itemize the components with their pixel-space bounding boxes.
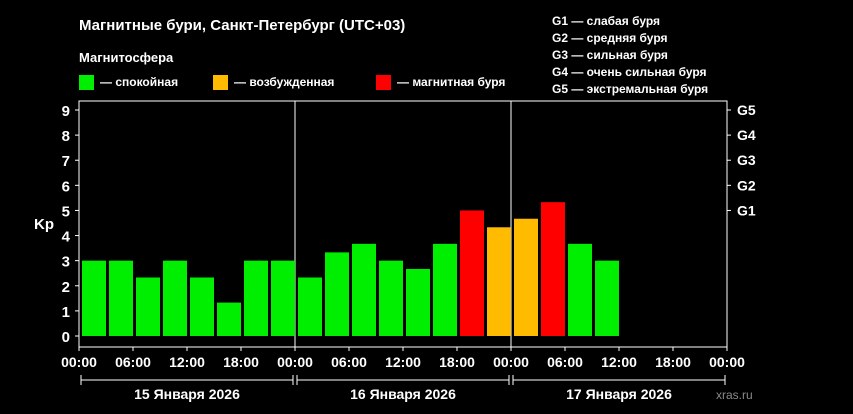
g-tick-label: G4 <box>737 127 756 143</box>
storm-level-g2: G2 — средняя буря <box>552 31 668 45</box>
legend-heading: Магнитосфера <box>79 50 174 65</box>
g-tick-label: G3 <box>737 152 756 168</box>
y-tick-label: 6 <box>62 178 70 195</box>
storm-level-g3: G3 — сильная буря <box>552 48 668 62</box>
y-tick-label: 3 <box>62 254 70 271</box>
g-tick-label: G1 <box>737 202 756 218</box>
x-tick-label: 12:00 <box>385 354 421 370</box>
legend-item-active: — возбужденная <box>213 74 334 90</box>
storm-level-g5: G5 — экстремальная буря <box>552 82 709 96</box>
kp-bar <box>298 277 322 336</box>
x-tick-label: 00:00 <box>493 354 529 370</box>
x-tick-label: 00:00 <box>709 354 745 370</box>
y-tick-label: 8 <box>62 128 70 145</box>
kp-bar <box>325 252 349 336</box>
x-tick-label: 18:00 <box>655 354 691 370</box>
x-tick-label: 06:00 <box>331 354 367 370</box>
y-tick-label: 0 <box>62 329 70 346</box>
g-tick-label: G5 <box>737 102 756 118</box>
legend-item-storm: — магнитная буря <box>376 74 505 90</box>
legend-label-quiet: — спокойная <box>100 75 179 89</box>
legend-label-storm: — магнитная буря <box>397 75 506 89</box>
kp-bar <box>352 243 376 336</box>
kp-bar <box>568 243 592 336</box>
day-label: 17 Января 2026 <box>566 386 672 402</box>
kp-bar <box>595 260 619 336</box>
y-tick-label: 1 <box>62 304 70 321</box>
x-tick-label: 18:00 <box>439 354 475 370</box>
x-tick-label: 06:00 <box>115 354 151 370</box>
kp-bar <box>433 243 457 336</box>
kp-bar <box>487 227 511 336</box>
chart-title: Магнитные бури, Санкт-Петербург (UTC+03) <box>79 17 406 34</box>
kp-bar <box>136 277 160 336</box>
kp-bar <box>190 277 214 336</box>
legend-item-quiet: — спокойная <box>79 74 178 90</box>
legend-swatch-active <box>213 74 228 90</box>
kp-bar <box>163 260 187 336</box>
y-axis-label: Kp <box>34 216 54 233</box>
legend-swatch-storm <box>376 74 391 90</box>
storm-levels-list: G1 — слабая буря G2 — средняя буря G3 — … <box>552 13 708 98</box>
y-tick-label: 7 <box>62 153 70 170</box>
x-tick-label: 06:00 <box>547 354 583 370</box>
y-tick-label: 9 <box>62 103 70 120</box>
g-tick-label: G2 <box>737 177 756 193</box>
kp-bar <box>244 260 268 336</box>
kp-bar <box>406 268 430 336</box>
kp-bar <box>379 260 403 336</box>
x-tick-label: 18:00 <box>223 354 259 370</box>
kp-bar <box>271 260 295 336</box>
storm-level-g1: G1 — слабая буря <box>552 14 661 28</box>
kp-bar <box>217 302 241 336</box>
day-label: 16 Января 2026 <box>350 386 456 402</box>
day-label: 15 Января 2026 <box>134 386 240 402</box>
y-tick-label: 2 <box>62 279 70 296</box>
kp-bar <box>460 210 484 336</box>
kp-bar <box>541 202 565 336</box>
x-tick-label: 12:00 <box>169 354 205 370</box>
legend-label-active: — возбужденная <box>234 75 335 89</box>
legend-swatch-quiet <box>79 74 94 90</box>
y-tick-label: 4 <box>62 229 71 246</box>
site-watermark: xras.ru <box>716 388 753 402</box>
kp-bar <box>109 260 133 336</box>
y-tick-label: 5 <box>62 203 70 220</box>
kp-bar <box>514 218 538 336</box>
x-tick-label: 12:00 <box>601 354 637 370</box>
x-tick-label: 00:00 <box>61 354 97 370</box>
kp-bar <box>82 260 106 336</box>
x-tick-label: 00:00 <box>277 354 313 370</box>
storm-level-g4: G4 — очень сильная буря <box>552 65 707 79</box>
